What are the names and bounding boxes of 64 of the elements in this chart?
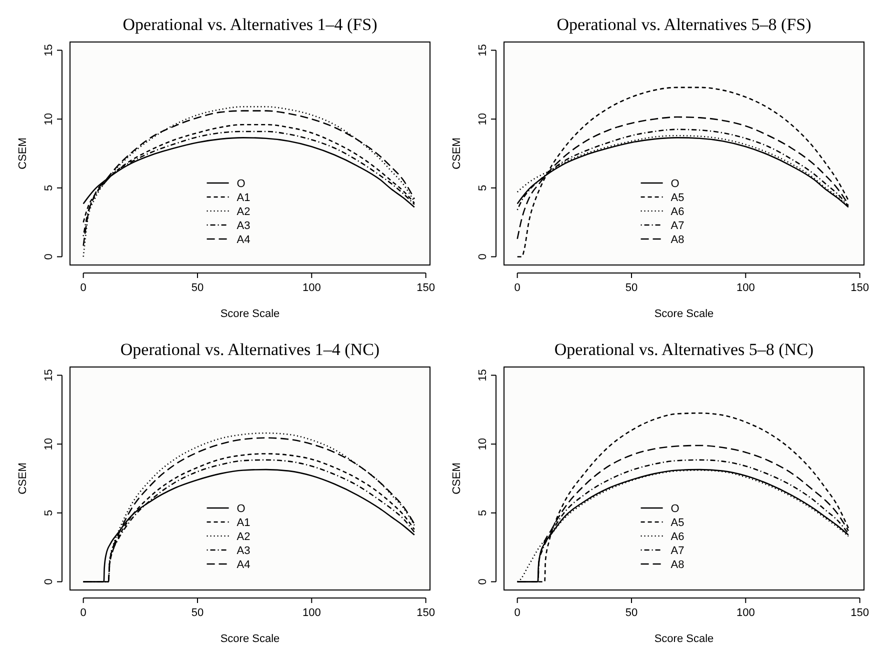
legend-label: A7 — [670, 545, 684, 557]
x-tick-label: 50 — [625, 282, 638, 294]
legend-label: A3 — [236, 220, 250, 232]
y-tick-label: 0 — [477, 578, 489, 585]
y-tick-label: 5 — [43, 510, 55, 516]
legend-label: A4 — [236, 234, 250, 246]
x-tick-label: 150 — [850, 607, 869, 619]
y-tick-label: 0 — [477, 254, 489, 260]
legend-label: A5 — [670, 517, 684, 529]
x-axis-title: Score Scale — [220, 308, 280, 320]
x-tick-label: 0 — [514, 282, 520, 294]
legend-label: A8 — [670, 234, 684, 246]
y-tick-label: 10 — [477, 438, 489, 450]
y-tick-label: 5 — [43, 184, 55, 191]
y-tick-label: 15 — [477, 44, 489, 56]
x-axis-title: Score Scale — [654, 308, 714, 320]
x-tick-label: 50 — [191, 282, 204, 294]
legend-label: A6 — [670, 531, 684, 543]
legend-label: A8 — [670, 559, 684, 571]
legend-label: A2 — [236, 206, 250, 218]
chart-title: Operational vs. Alternatives 1–4 (NC) — [120, 340, 380, 359]
chart-title: Operational vs. Alternatives 5–8 (FS) — [556, 15, 812, 34]
x-tick-label: 0 — [514, 607, 520, 619]
x-tick-label: 100 — [736, 607, 755, 619]
legend-label: A6 — [670, 206, 684, 218]
y-axis-title: CSEM — [451, 138, 463, 170]
legend-label: A5 — [670, 192, 684, 204]
y-tick-label: 10 — [477, 112, 489, 126]
y-tick-label: 10 — [43, 112, 55, 126]
legend-label: A7 — [670, 220, 684, 232]
chart-title: Operational vs. Alternatives 1–4 (FS) — [122, 15, 378, 34]
x-tick-label: 0 — [80, 282, 86, 294]
legend-label: A3 — [236, 545, 250, 557]
legend-label: O — [236, 503, 246, 515]
x-tick-label: 100 — [736, 282, 755, 294]
y-tick-label: 15 — [477, 369, 489, 382]
x-tick-label: 0 — [80, 607, 86, 619]
legend-label: A4 — [236, 559, 250, 571]
legend-label: O — [670, 503, 680, 515]
x-tick-label: 100 — [302, 282, 321, 294]
x-tick-label: 50 — [191, 607, 204, 619]
y-tick-label: 0 — [43, 578, 55, 585]
x-axis-title: Score Scale — [220, 633, 280, 645]
x-tick-label: 150 — [416, 607, 435, 619]
x-tick-label: 100 — [302, 607, 321, 619]
x-tick-label: 150 — [850, 282, 869, 294]
x-tick-label: 50 — [625, 607, 638, 619]
y-tick-label: 15 — [43, 369, 55, 382]
y-tick-label: 10 — [43, 438, 55, 450]
chart-title: Operational vs. Alternatives 5–8 (NC) — [554, 340, 814, 359]
y-tick-label: 5 — [477, 510, 489, 516]
y-axis-title: CSEM — [451, 462, 463, 494]
legend-label: A1 — [236, 192, 250, 204]
y-axis-title: CSEM — [17, 462, 29, 494]
x-tick-label: 150 — [416, 282, 435, 294]
legend-label: O — [236, 178, 246, 190]
legend-label: A1 — [236, 517, 250, 529]
y-tick-label: 0 — [43, 254, 55, 260]
y-axis-title: CSEM — [17, 138, 29, 170]
y-tick-label: 5 — [477, 184, 489, 191]
x-axis-title: Score Scale — [654, 633, 714, 645]
legend-label: O — [670, 178, 680, 190]
y-tick-label: 15 — [43, 44, 55, 56]
legend-label: A2 — [236, 531, 250, 543]
